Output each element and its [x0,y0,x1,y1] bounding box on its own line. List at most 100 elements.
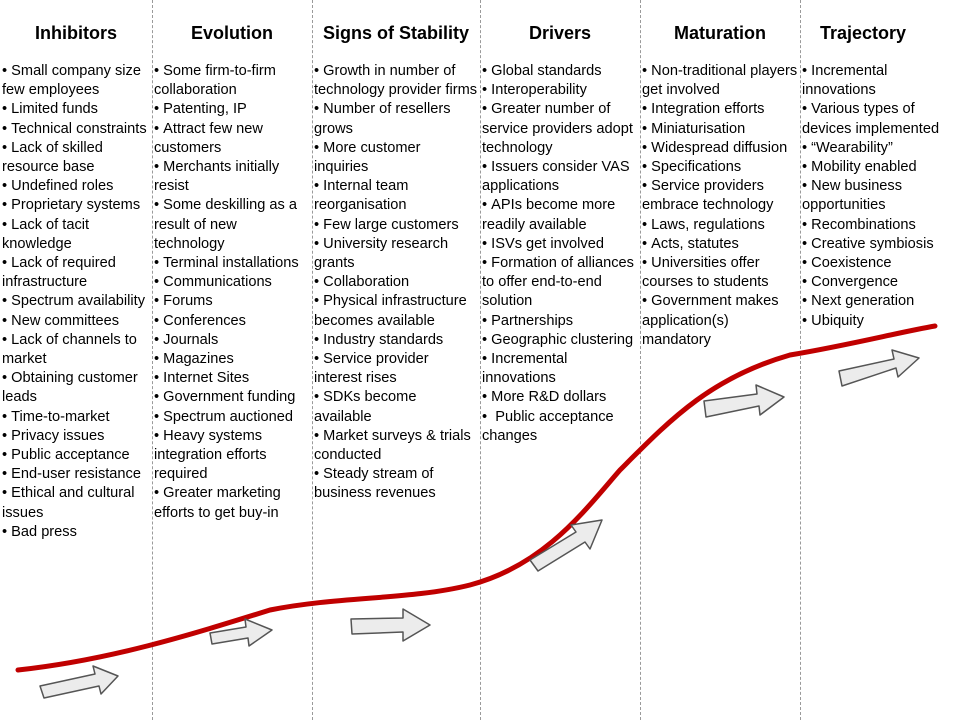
list-item: Merchants initially resist [154,158,310,196]
list-item: Some firm-to-firm collaboration [154,62,310,100]
list-item: ISVs get involved [482,235,638,254]
list-item: Spectrum availability [2,292,150,311]
list-item: Time-to-market [2,408,150,427]
progress-arrow [838,349,920,387]
column-title: Maturation [674,23,766,43]
list-item: Internal team reorganisation [314,177,478,215]
item-list: Small company size few employeesLimited … [2,62,150,542]
list-item: Few large customers [314,216,478,235]
progress-arrow [529,519,603,572]
item-list: Global standardsInteroperabilityGreater … [482,62,638,446]
column-trajectory: Trajectory Incremental innovationsVariou… [800,0,960,720]
list-item: Universities offer courses to students [642,254,798,292]
list-item: Forums [154,292,310,311]
list-item: Public acceptance [2,446,150,465]
column-title: Trajectory [820,23,907,43]
list-item: Various types of devices implemented [802,100,958,138]
list-item: Patenting, IP [154,100,310,119]
list-item: Communications [154,273,310,292]
list-item: Magazines [154,350,310,369]
list-item: Undefined roles [2,177,150,196]
list-item: Next generation [802,292,958,311]
list-item: Journals [154,331,310,350]
list-item: Internet Sites [154,369,310,388]
list-item: Ubiquity [802,312,958,331]
list-item: Issuers consider VAS applications [482,158,638,196]
list-item: Privacy issues [2,427,150,446]
list-item: New business opportunities [802,177,958,215]
list-item: Market surveys & trials conducted [314,427,478,465]
list-item: Industry standards [314,331,478,350]
list-item: Non-traditional players get involved [642,62,798,100]
column-title: Evolution [191,23,273,43]
list-item: Obtaining customer leads [2,369,150,407]
list-item: Spectrum auctioned [154,408,310,427]
progress-arrow [703,384,785,418]
list-item: Lack of skilled resource base [2,139,150,177]
column-divider [480,0,481,720]
list-item: Specifications [642,158,798,177]
list-item: Steady stream of business revenues [314,465,478,503]
progress-arrow [39,665,119,699]
item-list: Non-traditional players get involvedInte… [642,62,798,350]
list-item: Incremental innovations [482,350,638,388]
list-item: Service provider interest rises [314,350,478,388]
item-list: Growth in number of technology provider … [314,62,478,504]
item-list: Some firm-to-firm collaborationPatenting… [154,62,310,523]
list-item: Lack of required infrastructure [2,254,150,292]
list-item: Integration efforts [642,100,798,119]
list-item: More customer inquiries [314,139,478,177]
progress-arrow [209,618,273,647]
column-title: Drivers [528,23,592,43]
list-item: Government makes application(s) mandator… [642,292,798,350]
list-item: SDKs become available [314,388,478,426]
list-item: Coexistence [802,254,958,273]
list-item: Global standards [482,62,638,81]
list-item: Physical infrastructure becomes availabl… [314,292,478,330]
list-item: Lack of channels to market [2,331,150,369]
list-item: Bad press [2,523,150,542]
list-item: Number of resellers grows [314,100,478,138]
list-item: New committees [2,312,150,331]
list-item: Collaboration [314,273,478,292]
column-inhibitors: Inhibitors Small company size few employ… [0,0,152,720]
column-signs-of-stability: Signs of Stability Growth in number of t… [312,0,480,720]
list-item: Incremental innovations [802,62,958,100]
list-item: Interoperability [482,81,638,100]
list-item: Widespread diffusion [642,139,798,158]
list-item: “Wearability” [802,139,958,158]
list-item: Terminal installations [154,254,310,273]
list-item: Lack of tacit knowledge [2,216,150,254]
item-list: Incremental innovationsVarious types of … [802,62,958,331]
list-item: Heavy systems integration efforts requir… [154,427,310,485]
list-item: Proprietary systems [2,196,150,215]
list-item: Mobility enabled [802,158,958,177]
list-item: Creative symbiosis [802,235,958,254]
list-item: Attract few new customers [154,120,310,158]
list-item: Some deskilling as a result of new techn… [154,196,310,254]
list-item: Greater marketing efforts to get buy-in [154,484,310,522]
list-item: APIs become more readily available [482,196,638,234]
list-item: Acts, statutes [642,235,798,254]
list-item: Geographic clustering [482,331,638,350]
list-item: Limited funds [2,100,150,119]
list-item: Service providers embrace technology [642,177,798,215]
list-item: Government funding [154,388,310,407]
list-item: Conferences [154,312,310,331]
list-item: Ethical and cultural issues [2,484,150,522]
column-divider [312,0,313,720]
list-item: Formation of alliances to offer end-to-e… [482,254,638,312]
list-item: Laws, regulations [642,216,798,235]
list-item: Miniaturisation [642,120,798,139]
list-item: Recombinations [802,216,958,235]
column-evolution: Evolution Some firm-to-firm collaboratio… [152,0,312,720]
column-title: Signs of Stability [322,23,469,43]
list-item: End-user resistance [2,465,150,484]
list-item: Technical constraints [2,120,150,139]
list-item: More R&D dollars [482,388,638,407]
column-drivers: Drivers Global standardsInteroperability… [480,0,640,720]
column-title: Inhibitors [35,23,117,43]
list-item: Public acceptance changes [482,408,638,446]
column-divider [640,0,641,720]
